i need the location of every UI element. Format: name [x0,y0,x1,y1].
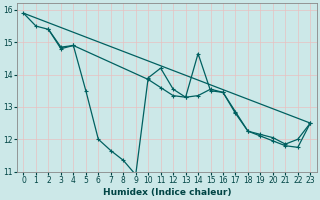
X-axis label: Humidex (Indice chaleur): Humidex (Indice chaleur) [103,188,231,197]
